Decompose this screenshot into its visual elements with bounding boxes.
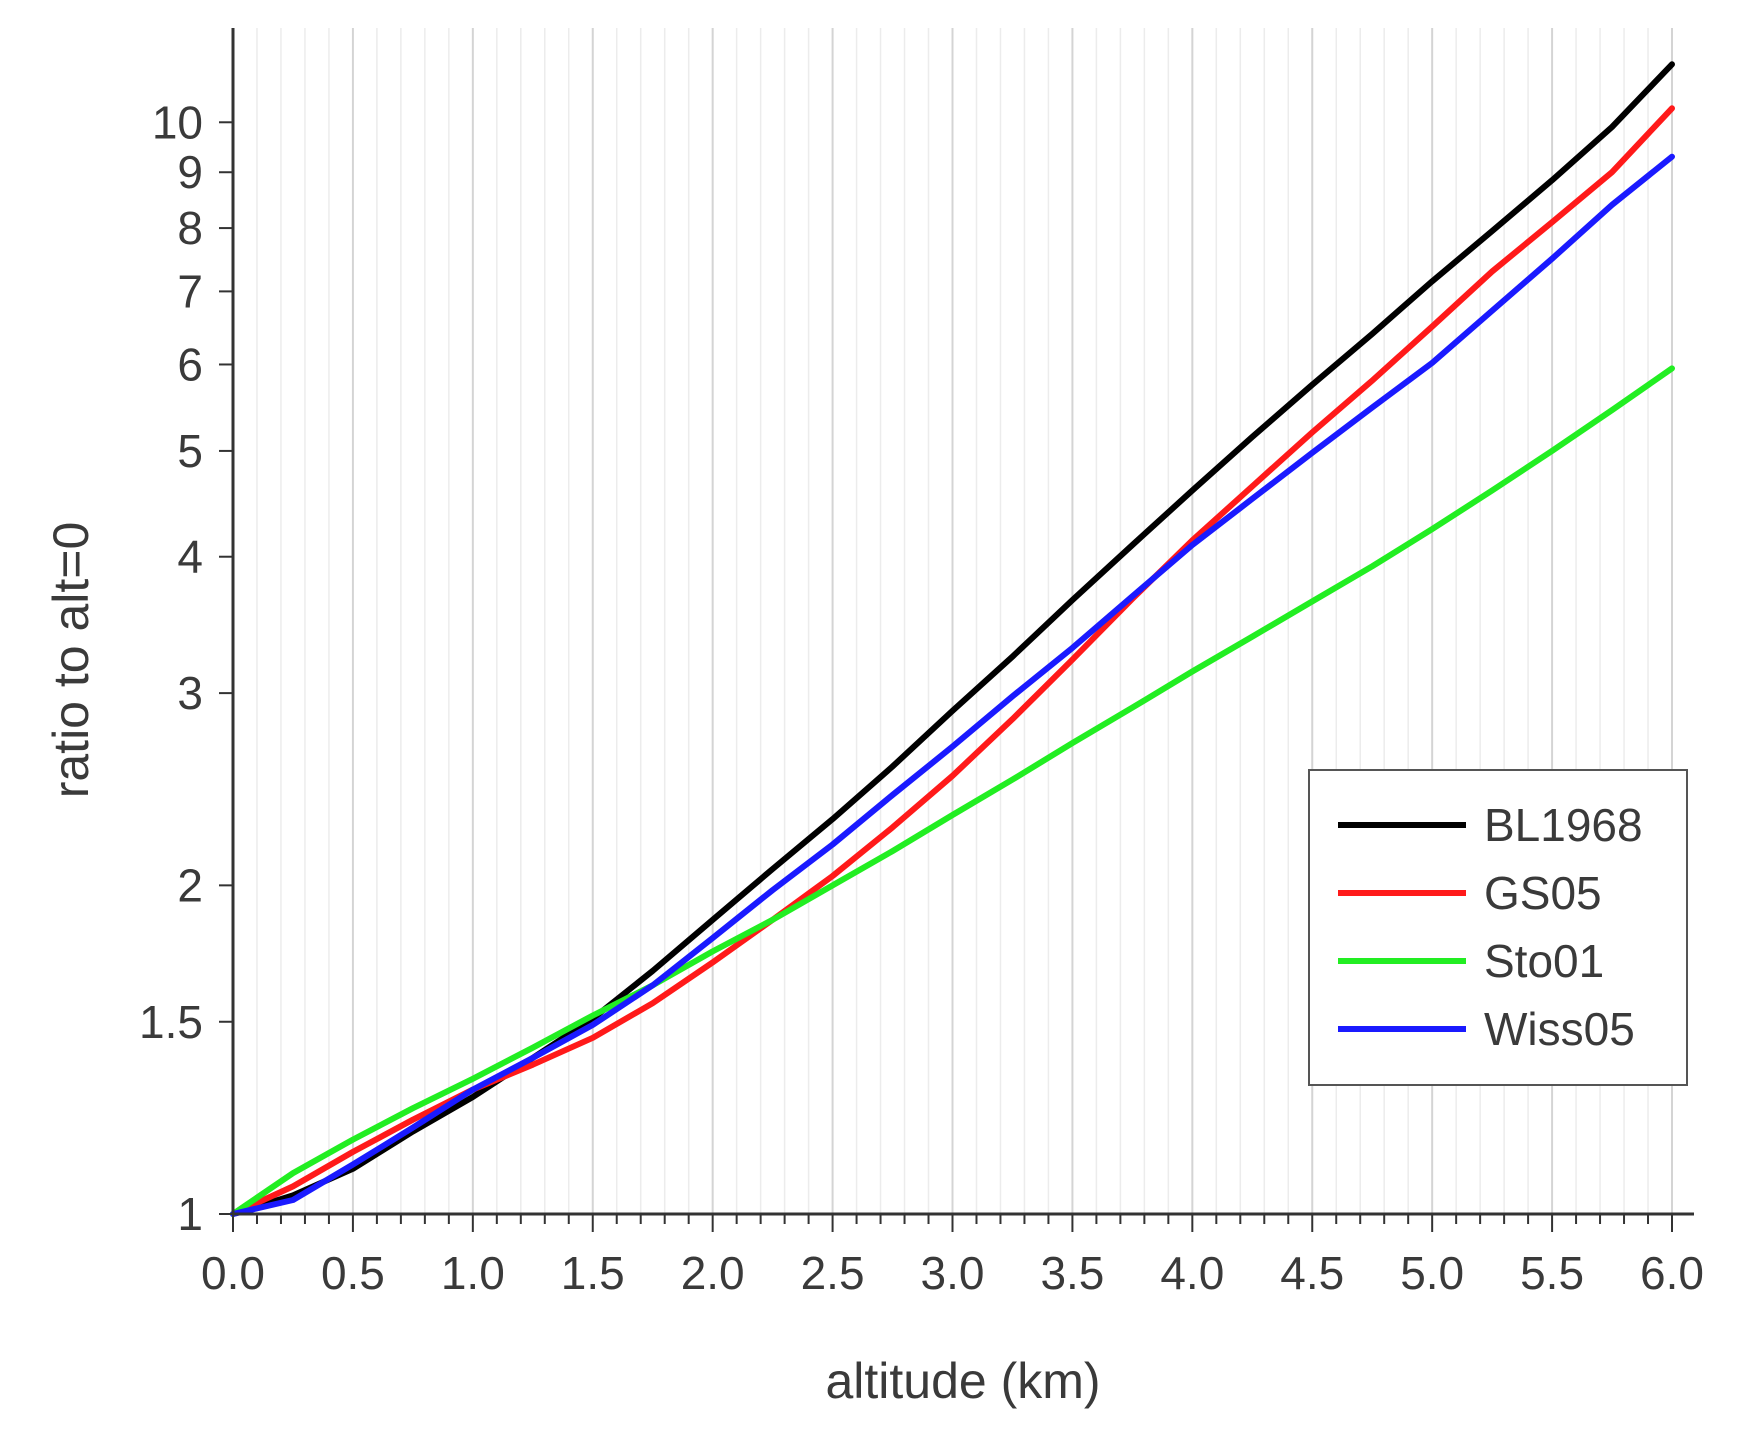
legend-label-gs05: GS05	[1484, 867, 1602, 919]
x-tick-label: 6.0	[1640, 1247, 1704, 1299]
x-tick-label: 4.5	[1280, 1247, 1344, 1299]
x-tick-label: 1.5	[561, 1247, 625, 1299]
x-tick-label: 0.0	[201, 1247, 265, 1299]
x-tick-label: 3.5	[1040, 1247, 1104, 1299]
y-tick-label: 8	[177, 202, 203, 254]
x-tick-label: 4.0	[1160, 1247, 1224, 1299]
y-tick-label: 7	[177, 265, 203, 317]
x-tick-label: 5.0	[1400, 1247, 1464, 1299]
y-tick-label: 6	[177, 338, 203, 390]
y-axis-title: ratio to alt=0	[43, 522, 99, 799]
series-line-sto01	[230, 365, 1675, 1217]
x-tick-label: 1.0	[441, 1247, 505, 1299]
x-tick-label: 2.0	[681, 1247, 745, 1299]
y-tick-label: 2	[177, 859, 203, 911]
legend-label-bl1968: BL1968	[1484, 799, 1643, 851]
x-tick-label: 3.0	[921, 1247, 985, 1299]
y-tick-label: 5	[177, 425, 203, 477]
y-tick-label: 9	[177, 146, 203, 198]
series-lines	[230, 61, 1675, 1217]
legend: BL1968 GS05 Sto01 Wiss05	[1308, 769, 1688, 1086]
x-ticks: 0.0 0.5 1.0 1.5 2.0 2.5 3.0 3.5 4.0 4.5 5.0 5.5 6.0	[201, 1214, 1704, 1299]
y-tick-label: 1.5	[139, 996, 203, 1048]
x-tick-label: 0.5	[321, 1247, 385, 1299]
series-line-bl1968	[230, 61, 1675, 1217]
legend-label-wiss05: Wiss05	[1484, 1003, 1635, 1055]
x-axis-title: altitude (km)	[825, 1353, 1100, 1409]
legend-label-sto01: Sto01	[1484, 935, 1604, 987]
series-line-wiss05	[230, 153, 1675, 1217]
y-tick-label: 3	[177, 667, 203, 719]
y-tick-label: 1	[177, 1188, 203, 1240]
y-tick-label: 4	[177, 531, 203, 583]
axes	[231, 28, 1694, 1216]
x-tick-label: 5.5	[1520, 1247, 1584, 1299]
y-tick-label: 10	[152, 96, 203, 148]
x-tick-label: 2.5	[801, 1247, 865, 1299]
